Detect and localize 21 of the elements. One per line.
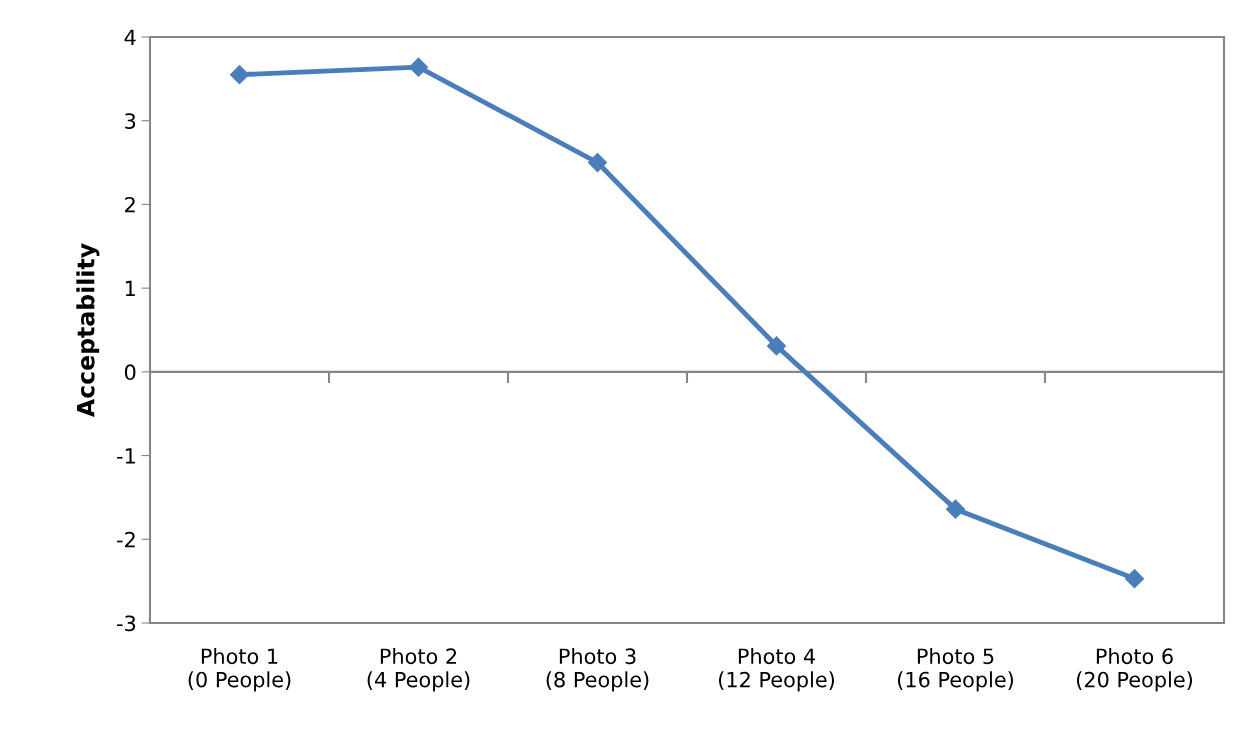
y-tick-label: -1 <box>117 448 135 464</box>
point <box>408 57 429 77</box>
point <box>229 65 250 85</box>
x-tick-label: Photo 2 (4 People) <box>367 648 470 692</box>
y-tick-label: 1 <box>125 280 135 297</box>
x-tick-label: Photo 6 (20 People) <box>1076 648 1192 692</box>
point <box>945 499 966 519</box>
y-tick-label: 0 <box>124 364 136 381</box>
point <box>587 153 608 173</box>
y-tick-label: 3 <box>125 113 136 129</box>
x-tick-label: Photo 3 (8 People) <box>546 648 649 692</box>
x-tick-label: Photo 5 (16 People) <box>897 648 1013 692</box>
x-tick-label: Photo 1 (0 People) <box>188 648 291 692</box>
y-tick-label: 2 <box>125 196 135 213</box>
y-tick-label: 4 <box>124 29 136 45</box>
x-tick-label: Photo 4 (12 People) <box>718 648 834 692</box>
point <box>1124 569 1145 589</box>
y-tick-label: -2 <box>117 531 135 548</box>
y-axis-title: Acceptability <box>76 243 100 418</box>
point <box>766 336 787 356</box>
y-tick-label: -3 <box>117 615 136 632</box>
